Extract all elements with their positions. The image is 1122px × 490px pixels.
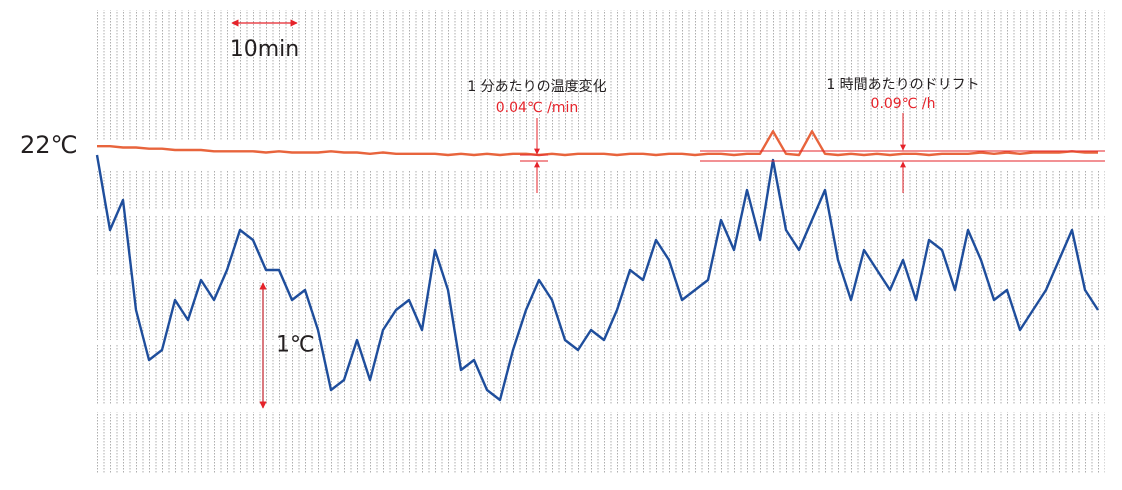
drift-marker <box>520 113 1105 193</box>
series-line <box>95 154 1100 402</box>
temp-scale-label: 1℃ <box>276 333 315 358</box>
annotation-value: 0.09℃ /h <box>871 96 936 112</box>
annotation-title: 1 分あたりの温度変化 <box>467 78 606 95</box>
reference-label: 22℃ <box>20 131 78 159</box>
plot-area <box>95 130 1100 402</box>
annotation-title: 1 時間あたりのドリフト <box>826 77 979 93</box>
annotation-value: 0.04℃ /min <box>496 100 578 116</box>
time-scale-label: 10min <box>230 37 299 62</box>
series-line <box>97 130 1098 157</box>
